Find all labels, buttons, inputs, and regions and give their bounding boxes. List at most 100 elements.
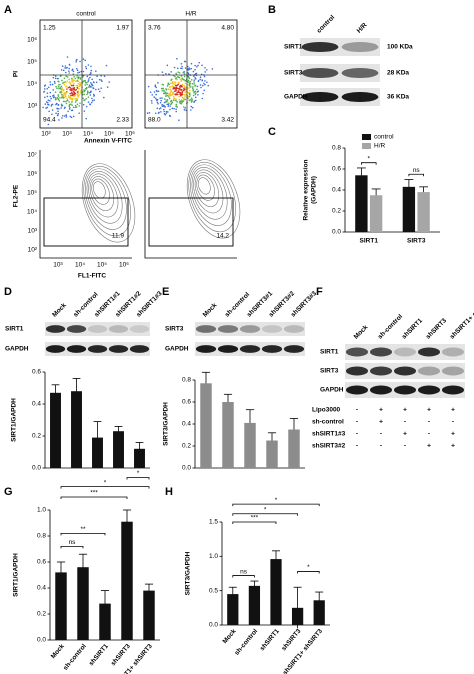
- significance-label: *: [307, 564, 310, 571]
- event-dot: [184, 60, 187, 63]
- event-dot: [163, 110, 165, 113]
- event-dot: [64, 92, 66, 95]
- bar: [313, 600, 325, 625]
- event-dot: [71, 81, 74, 83]
- contour: [194, 172, 220, 208]
- event-dot: [167, 82, 170, 85]
- event-dot: [184, 82, 187, 85]
- event-dot: [72, 94, 74, 97]
- event-dot: [47, 103, 49, 106]
- event-dot: [187, 87, 189, 89]
- band: [195, 325, 217, 333]
- y-tick-label: 0.8: [37, 533, 46, 540]
- event-dot: [200, 86, 202, 89]
- event-dot: [157, 90, 160, 93]
- y-tick-label: 10³: [28, 228, 38, 235]
- event-dot: [178, 81, 180, 84]
- event-dot: [49, 81, 52, 83]
- x-tick-label: Mock: [50, 643, 66, 661]
- y-axis-label: SIRT3/GAPDH: [163, 402, 170, 446]
- event-dot: [64, 100, 66, 103]
- event-dot: [49, 100, 51, 102]
- event-dot: [71, 101, 73, 103]
- event-dot: [63, 77, 66, 80]
- event-dot: [153, 91, 156, 93]
- event-dot: [44, 96, 46, 99]
- event-dot: [178, 98, 181, 101]
- event-dot: [68, 108, 71, 110]
- y-tick-label: 0.8: [182, 377, 191, 384]
- contour: [86, 171, 123, 224]
- event-dot: [76, 93, 78, 95]
- event-dot: [79, 60, 81, 63]
- event-dot: [51, 103, 54, 106]
- event-dot: [85, 88, 87, 90]
- event-dot: [75, 106, 78, 108]
- treatment-label: Lipo3000: [312, 407, 341, 414]
- y-tick-label: 10³: [28, 103, 38, 110]
- event-dot: [188, 95, 191, 98]
- group-label: H/R: [185, 11, 197, 18]
- event-dot: [87, 96, 90, 98]
- bar: [71, 391, 82, 468]
- band: [345, 366, 369, 376]
- event-dot: [161, 83, 164, 86]
- y-tick-label: 0.4: [32, 401, 41, 408]
- event-dot: [183, 109, 186, 111]
- quadrant-value: 88.0: [148, 117, 161, 124]
- event-dot: [204, 71, 206, 73]
- event-dot: [162, 87, 165, 90]
- event-dot: [74, 98, 76, 100]
- event-dot: [181, 77, 184, 80]
- legend-label: control: [374, 134, 394, 141]
- event-dot: [184, 67, 187, 69]
- event-dot: [170, 90, 173, 93]
- event-dot: [199, 76, 202, 79]
- event-dot: [189, 98, 192, 101]
- significance-label: *: [275, 497, 278, 504]
- significance-bracket: [60, 486, 150, 489]
- event-dot: [70, 84, 73, 87]
- y-tick-label: 10²: [28, 247, 38, 254]
- event-dot: [170, 71, 172, 73]
- event-dot: [173, 81, 176, 84]
- event-dot: [191, 87, 194, 90]
- event-dot: [108, 81, 111, 83]
- significance-label: ***: [251, 515, 259, 522]
- bar: [92, 437, 103, 468]
- bar: [417, 192, 430, 232]
- row-label: GAPDH: [5, 346, 29, 353]
- flow-plot-frame: [39, 19, 133, 129]
- blot-strip: [195, 322, 305, 336]
- event-dot: [87, 86, 90, 88]
- event-dot: [48, 110, 50, 113]
- event-dot: [179, 102, 182, 105]
- event-dot: [86, 93, 88, 96]
- event-dot: [93, 94, 95, 97]
- event-dot: [151, 94, 154, 96]
- y-tick-label: 10⁶: [27, 37, 37, 44]
- event-dot: [182, 84, 184, 86]
- event-dot: [196, 65, 198, 68]
- treatment-sign: +: [427, 407, 431, 414]
- contour: [193, 169, 224, 214]
- event-dot: [97, 88, 100, 90]
- treatment-sign: -: [428, 431, 430, 438]
- event-dot: [184, 98, 186, 101]
- event-dot: [187, 79, 190, 82]
- event-dot: [68, 67, 70, 70]
- band: [441, 366, 465, 376]
- event-dot: [64, 65, 67, 67]
- event-dot: [156, 101, 159, 104]
- x-tick-label: shSIRT1+ shSIRT3: [282, 628, 325, 674]
- event-dot: [62, 100, 65, 103]
- event-dot: [79, 90, 82, 92]
- event-dot: [75, 84, 77, 87]
- event-dot: [181, 100, 183, 102]
- treatment-sign: +: [451, 431, 455, 438]
- event-dot: [183, 93, 186, 96]
- event-dot: [168, 73, 170, 75]
- event-dot: [77, 72, 79, 74]
- event-dot: [61, 87, 64, 89]
- event-dot: [79, 78, 82, 80]
